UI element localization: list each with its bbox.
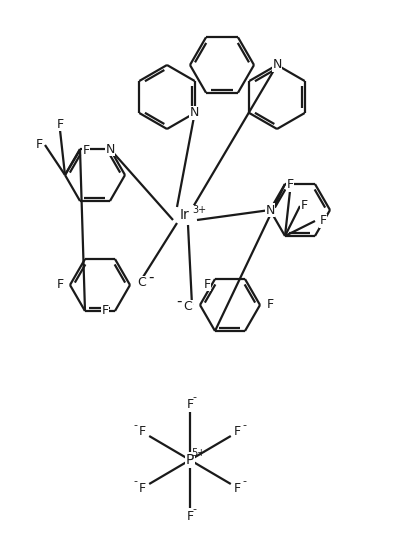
Text: F: F [186,509,193,523]
Text: N: N [190,107,199,120]
Text: -: - [133,476,137,486]
Text: -: - [243,420,247,430]
Text: 3+: 3+ [192,205,206,215]
Text: N: N [105,143,115,155]
Text: C: C [138,277,147,289]
Text: F: F [266,299,273,311]
Text: F: F [286,178,294,192]
Text: F: F [35,138,43,152]
Text: F: F [234,425,241,439]
Text: N: N [265,204,275,216]
Text: Ir: Ir [180,208,190,222]
Text: C: C [184,300,192,313]
Text: F: F [139,481,146,495]
Text: -: - [148,270,154,284]
Text: 5+: 5+ [191,448,205,458]
Text: -: - [243,476,247,486]
Text: -: - [176,294,182,309]
Text: F: F [56,117,63,131]
Text: -: - [192,504,196,514]
Text: F: F [320,215,327,227]
Text: F: F [234,481,241,495]
Text: -: - [192,392,196,402]
Text: P: P [186,453,194,467]
Text: F: F [56,278,63,292]
Text: -: - [133,420,137,430]
Text: F: F [139,425,146,439]
Text: F: F [186,397,193,411]
Text: F: F [301,199,308,212]
Text: F: F [82,143,89,156]
Text: N: N [272,59,282,71]
Text: F: F [101,305,109,317]
Text: F: F [203,277,210,290]
